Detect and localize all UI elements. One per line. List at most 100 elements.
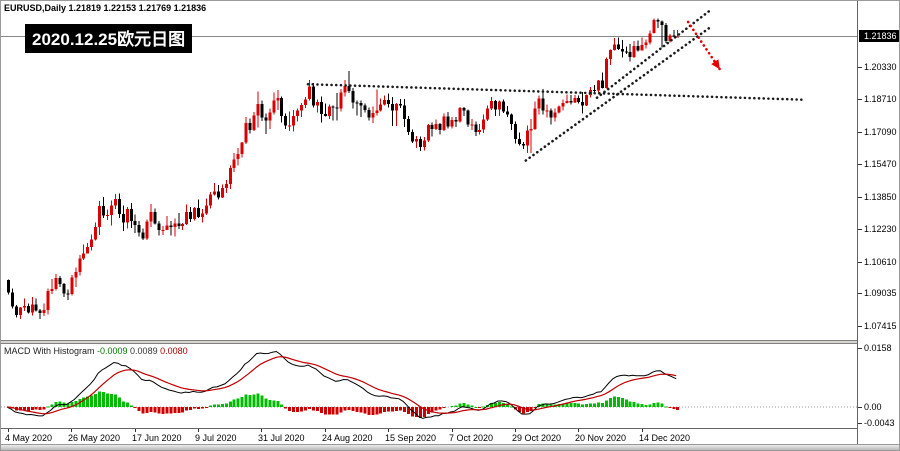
macd-indicator-chart[interactable] — [1, 344, 857, 428]
candle-body — [347, 86, 351, 91]
histogram-bar — [125, 402, 129, 407]
histogram-bar — [240, 397, 244, 407]
dotted-trendline — [306, 82, 805, 101]
candle-body — [129, 208, 133, 221]
price-axis-tick — [858, 197, 862, 198]
price-axis-tick — [858, 293, 862, 294]
candle-body — [529, 128, 533, 131]
histogram-bar — [145, 407, 149, 414]
histogram-bar — [624, 399, 628, 407]
candle-body — [62, 284, 66, 294]
histogram-bar — [220, 403, 224, 407]
candle-body — [557, 106, 561, 113]
price-axis-tick — [858, 99, 862, 100]
histogram-bar — [422, 407, 426, 418]
histogram-bar — [383, 407, 387, 412]
histogram-bar — [608, 398, 612, 407]
histogram-bar — [656, 402, 660, 407]
candle-body — [240, 142, 244, 155]
price-axis-label: 1.15470 — [864, 159, 897, 170]
candle-body — [383, 99, 387, 105]
time-axis[interactable]: 4 May 2020 26 May 2020 17 Jun 2020 9 Jul 20… — [1, 428, 857, 444]
histogram-bar — [660, 403, 664, 407]
price-axis-label: 1.09035 — [864, 288, 897, 299]
histogram-bar — [387, 407, 391, 412]
histogram-bar — [288, 407, 292, 412]
histogram-bar — [407, 407, 410, 415]
candle-body — [624, 51, 628, 53]
histogram-bar — [18, 407, 22, 411]
candle-body — [462, 108, 466, 111]
histogram-bar — [359, 407, 363, 413]
price-axis-label: 1.20330 — [864, 61, 897, 72]
histogram-bar — [462, 403, 466, 407]
candle-body — [110, 205, 113, 215]
time-axis-tick — [515, 429, 516, 432]
histogram-bar — [70, 402, 74, 407]
forecast-arrow-line — [686, 20, 722, 71]
candle-body — [569, 100, 573, 103]
panel-splitter[interactable] — [1, 340, 857, 344]
price-axis-label: 1.17090 — [864, 126, 897, 137]
histogram-bar — [94, 394, 98, 407]
macd-value: 0.0089 — [127, 346, 158, 356]
candle-body — [660, 21, 664, 25]
price-axis-tick — [858, 164, 862, 165]
time-axis-label: 15 Sep 2020 — [385, 433, 437, 443]
macd-axis-label: -0.0043 — [864, 418, 895, 429]
candle-body — [58, 278, 62, 284]
histogram-bar — [331, 407, 335, 415]
candle-body — [74, 272, 78, 278]
histogram-bar — [319, 407, 323, 413]
candle-body — [561, 102, 565, 107]
histogram-bar — [581, 404, 585, 407]
macd-value: 0.0080 — [157, 346, 188, 356]
candle-body — [450, 120, 454, 127]
histogram-bar — [82, 397, 86, 407]
macd-indicator-title: MACD With Histogram -0.0009 0.0089 0.008… — [4, 346, 188, 356]
price-axis-tick — [858, 67, 862, 68]
candle-body — [363, 105, 367, 110]
histogram-bar — [589, 403, 593, 407]
histogram-bar — [173, 407, 177, 413]
histogram-bar — [232, 399, 236, 407]
histogram-bar — [110, 393, 113, 407]
price-axis[interactable]: 1.21836 1.20330 1.18710 1.17090 1.15470 1.13… — [857, 1, 899, 444]
price-axis-label: 1.18710 — [864, 94, 897, 105]
histogram-bar — [224, 403, 228, 407]
candle-body — [149, 212, 153, 222]
candle-body — [446, 116, 450, 127]
candle-body — [498, 101, 501, 110]
candle-body — [474, 124, 478, 132]
candle-body — [323, 113, 327, 117]
candle-body — [585, 95, 589, 106]
time-axis-label: 31 Jul 2020 — [258, 433, 305, 443]
histogram-bar — [628, 401, 632, 407]
candle-body — [197, 208, 201, 217]
histogram-bar — [201, 407, 204, 409]
candlestick-chart[interactable] — [1, 1, 857, 340]
histogram-bar — [205, 407, 208, 408]
candle-body — [189, 211, 193, 219]
macd-axis-tick — [858, 407, 862, 408]
histogram-bar — [509, 406, 513, 408]
candle-body — [371, 113, 375, 118]
histogram-bar — [308, 407, 311, 409]
candle-body — [70, 277, 74, 295]
candle-body — [648, 33, 652, 43]
histogram-bar — [335, 407, 339, 415]
candle-body — [244, 122, 248, 143]
candle-body — [545, 110, 549, 112]
histogram-bar — [38, 407, 42, 410]
histogram-bar — [616, 396, 620, 407]
candle-body — [34, 304, 38, 311]
candle-body — [573, 98, 577, 103]
candle-body — [494, 100, 498, 110]
histogram-bar — [133, 407, 137, 409]
time-axis-label: 7 Oct 2020 — [449, 433, 494, 443]
histogram-bar — [391, 407, 395, 412]
macd-indicator-values: -0.0009 0.0089 0.0080 — [95, 346, 188, 356]
candle-body — [426, 125, 430, 141]
histogram-bar — [438, 407, 442, 410]
histogram-bar — [450, 406, 454, 408]
